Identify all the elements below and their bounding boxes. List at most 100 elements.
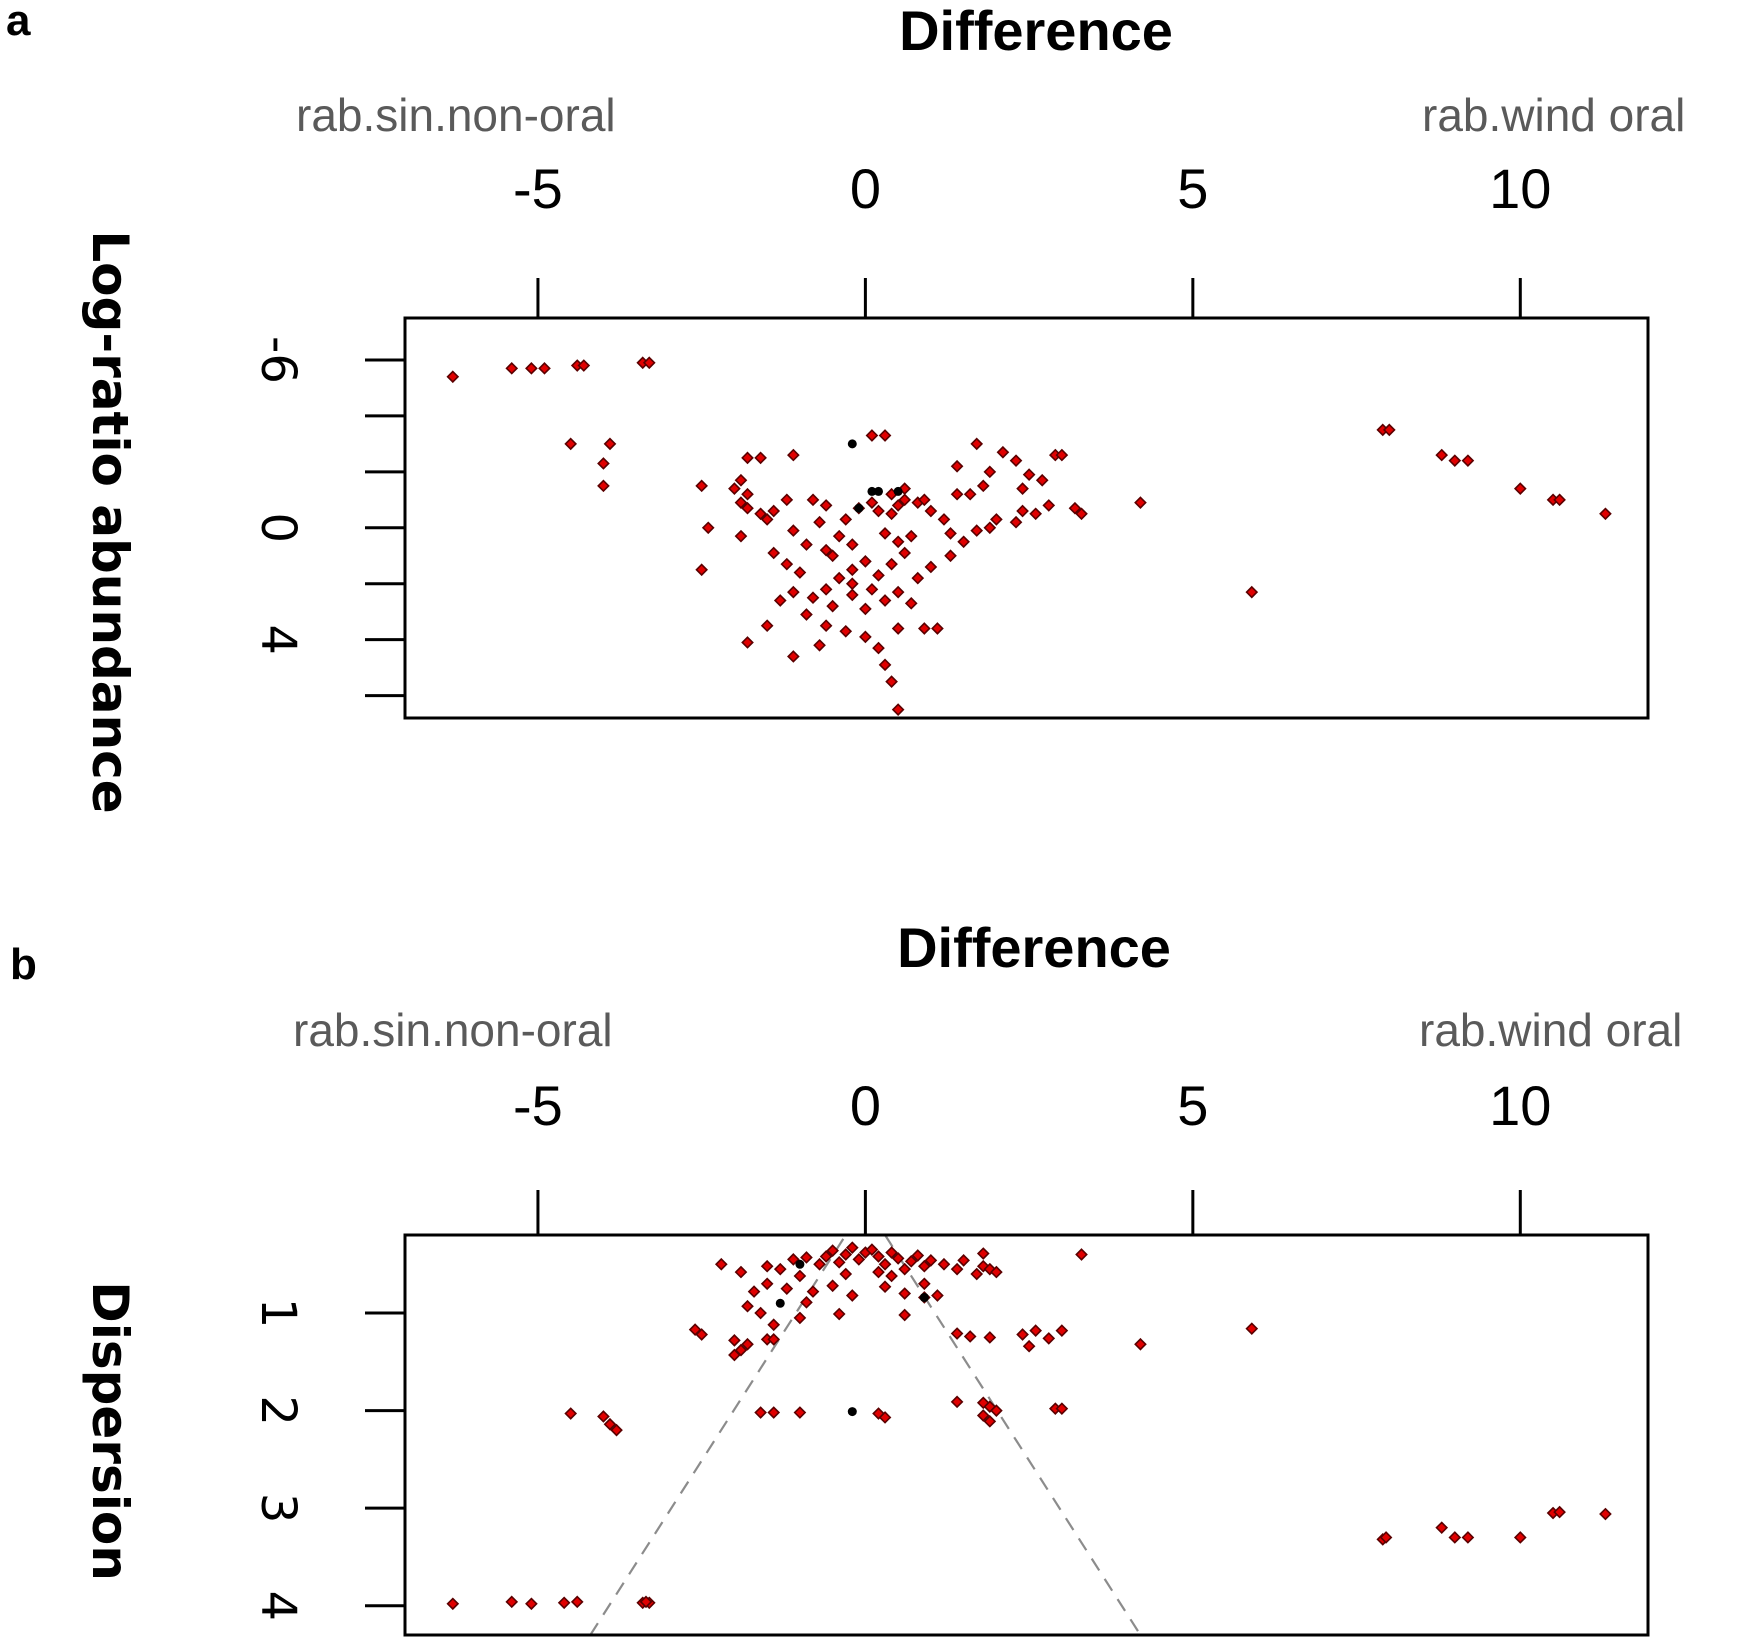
panel-a-data-point	[577, 359, 591, 372]
panel-a-data-point	[1245, 585, 1259, 599]
panel-a-letter: a	[6, 0, 31, 45]
panel-a-data-point	[1035, 473, 1049, 487]
panel-a-data-point	[872, 504, 885, 518]
panel-a-data-point	[944, 527, 957, 540]
panel-b-letter: b	[10, 940, 37, 989]
panel-a-data-point	[1022, 468, 1036, 481]
panel-b-black-data-point	[775, 1298, 785, 1308]
panel-b-data-point	[865, 1243, 879, 1256]
panel-a-data-point	[760, 513, 774, 526]
panel-b-y-tick-label: 3	[250, 1493, 306, 1524]
panel-a-title: Difference	[899, 0, 1173, 62]
panel-a-data-point	[845, 538, 859, 551]
panel-b-data-point	[728, 1348, 741, 1362]
panel-b-data-point	[924, 1254, 938, 1267]
panel-b-data-point	[983, 1262, 997, 1276]
panel-a-x-tick-label: 5	[1177, 157, 1208, 220]
panel-a-data-point	[642, 356, 656, 370]
panel-a-data-point	[865, 582, 879, 596]
panel-a-left-group-label: rab.sin.non-oral	[296, 89, 616, 141]
panel-a-data-point	[931, 622, 944, 635]
panel-b-data-point	[839, 1248, 853, 1261]
panel-b-data-point	[819, 1250, 833, 1263]
panel-b-data-point	[911, 1249, 925, 1262]
panel-a-black-data-point	[867, 486, 877, 496]
panel-a-data-point	[1448, 454, 1462, 467]
panel-a-data-point	[937, 513, 951, 526]
panel-a-data-point	[819, 582, 833, 596]
panel-a-data-point	[1042, 499, 1056, 512]
panel-b-data-point	[695, 1328, 709, 1341]
panel-a-data-point	[891, 499, 905, 512]
panel-b-data-point	[898, 1262, 912, 1276]
panel-b-data-point	[767, 1333, 781, 1346]
panel-a-data-point	[741, 451, 754, 465]
panel-b-data-point	[1022, 1339, 1036, 1353]
panel-a-data-point	[898, 546, 912, 560]
panel-a-data-point	[950, 459, 964, 473]
panel-b-data-point	[1055, 1324, 1069, 1337]
panel-a-data-point	[1055, 448, 1069, 462]
panel-b-data-point	[1553, 1505, 1566, 1519]
panel-a-y-tick-label: -6	[250, 336, 306, 384]
panel-a-data-point	[891, 703, 905, 716]
panel-a-data-point	[728, 482, 741, 495]
panel-a-x-tick-label: 10	[1489, 157, 1551, 220]
panel-a-data-point	[911, 571, 925, 585]
panel-a-data-point	[845, 563, 859, 577]
panel-b-data-point	[878, 1411, 892, 1424]
panel-a-data-point	[878, 527, 892, 540]
panel-b-data-point	[773, 1262, 787, 1276]
panel-b-data-point	[813, 1257, 826, 1271]
panel-b-data-point	[760, 1259, 774, 1273]
panel-b-data-point	[937, 1257, 951, 1271]
panel-a-data-point	[891, 622, 905, 635]
panel-a-data-point	[865, 429, 879, 442]
panel-b-data-point	[741, 1337, 754, 1351]
panel-a-data-point	[787, 585, 800, 599]
panel-b-data-point	[832, 1255, 846, 1269]
panel-b-data-point	[832, 1307, 846, 1321]
panel-b-data-point	[793, 1406, 807, 1419]
panel-b-data-point	[845, 1289, 859, 1302]
panel-b-data-point	[963, 1330, 977, 1343]
panel-a-black-data-point	[847, 439, 857, 449]
panel-b-data-point	[728, 1334, 741, 1347]
panel-b-data-point	[747, 1285, 761, 1298]
panel-b-data-point	[734, 1265, 748, 1279]
panel-a-data-point	[983, 521, 997, 535]
panel-b-data-point	[872, 1407, 885, 1420]
panel-a-data-point	[741, 487, 754, 501]
panel-b-y-tick-label: 2	[250, 1395, 306, 1426]
panel-a-data-point	[924, 560, 938, 574]
panel-a-data-point	[773, 594, 787, 607]
panel-a-data-point	[859, 630, 872, 644]
panel-a-data-point	[891, 585, 905, 599]
panel-a-data-point	[734, 496, 748, 509]
panel-b-data-point	[639, 1595, 653, 1609]
panel-a-data-point	[597, 457, 610, 470]
panel-a-data-point	[787, 448, 800, 462]
panel-a-data-point	[1016, 482, 1029, 495]
panel-a-data-point	[970, 437, 984, 451]
panel-a-data-point	[564, 437, 578, 451]
panel-b-black-data-point	[919, 1292, 929, 1302]
panel-b-right-group-label: rab.wind oral	[1419, 1004, 1683, 1056]
panel-b-data-point	[950, 1327, 964, 1340]
panel-b-data-point	[793, 1311, 807, 1325]
panel-b-data-point	[826, 1279, 839, 1293]
panel-a-data-point	[970, 524, 984, 537]
panel-a-data-point	[806, 591, 820, 605]
panel-a-data-point	[813, 515, 826, 529]
panel-b-data-point	[918, 1259, 931, 1273]
panel-a-data-point	[741, 636, 754, 649]
panel-a-data-point	[944, 549, 957, 563]
panel-a-data-point	[813, 638, 826, 652]
panel-a-data-point	[845, 577, 859, 591]
panel-b-data-point	[446, 1597, 460, 1611]
panel-b-data-point	[760, 1277, 774, 1291]
panel-b-data-point	[826, 1244, 839, 1257]
panel-b-data-point	[597, 1410, 610, 1423]
panel-b-data-point	[839, 1267, 853, 1281]
